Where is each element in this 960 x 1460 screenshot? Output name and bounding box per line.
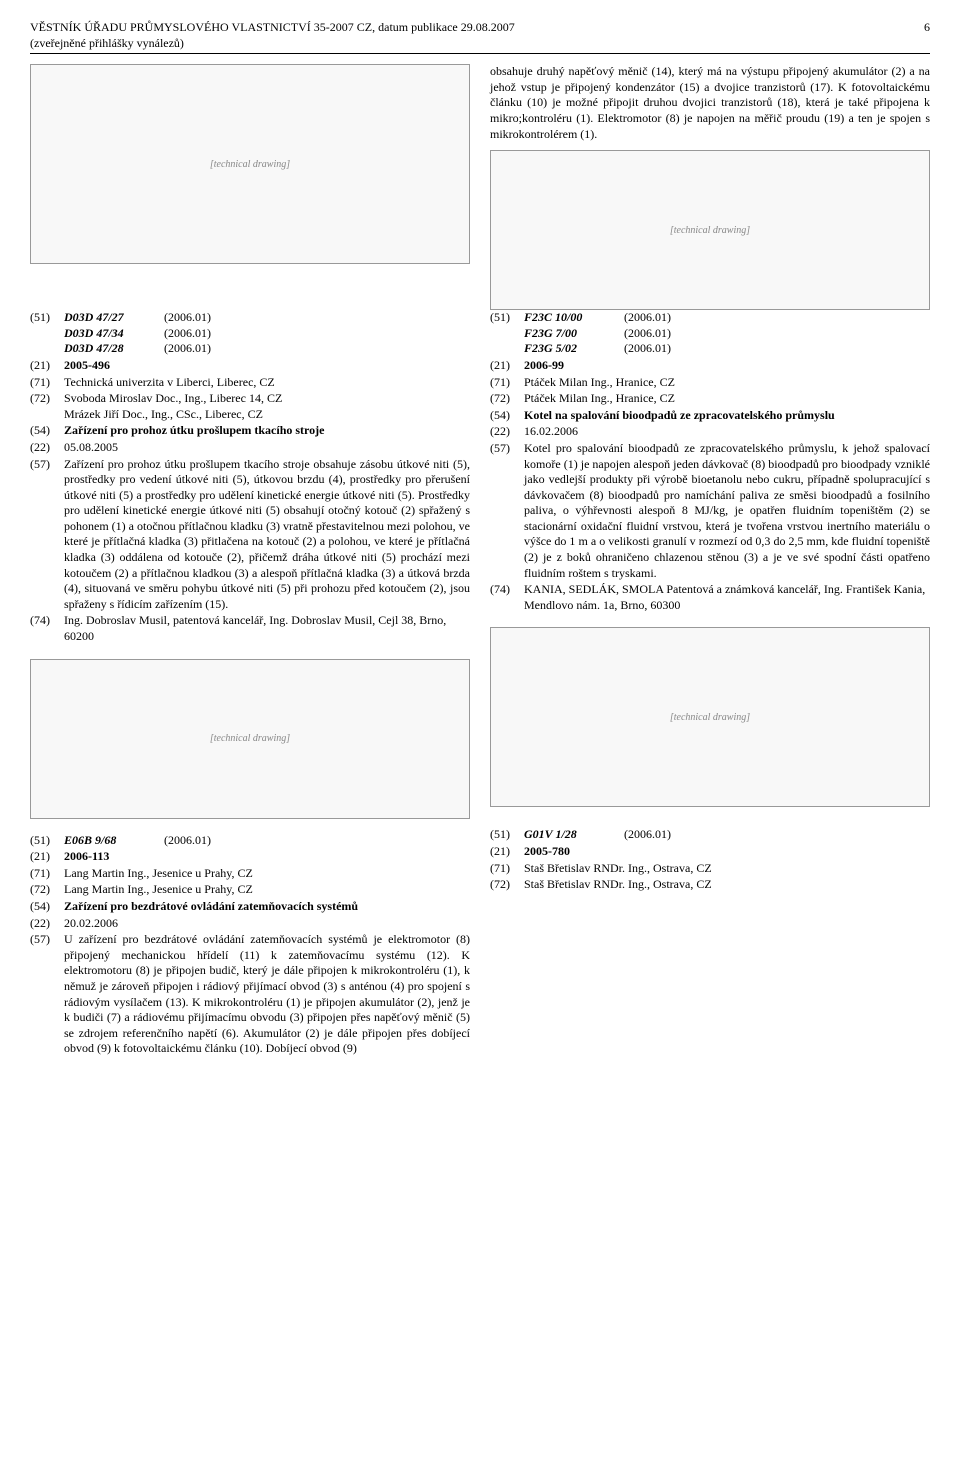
entry1-74: Ing. Dobroslav Musil, patentová kancelář…: [64, 613, 470, 644]
upper-columns: [technical drawing] obsahuje druhý napěť…: [30, 64, 930, 310]
entry2-74: KANIA, SEDLÁK, SMOLA Patentová a známkov…: [524, 582, 930, 613]
figure-engine-diagram: [technical drawing]: [30, 64, 470, 264]
right-col: (51) F23C 10/00(2006.01) F23G 7/00(2006.…: [490, 310, 930, 1071]
entry1-72: Svoboda Miroslav Doc., Ing., Liberec 14,…: [64, 391, 470, 422]
entry1-21: 2005-496: [64, 358, 470, 374]
entry2-71: Ptáček Milan Ing., Hranice, CZ: [524, 375, 930, 391]
patent-entry-2: (51) F23C 10/00(2006.01) F23G 7/00(2006.…: [490, 310, 930, 613]
upper-right-col: obsahuje druhý napěťový měnič (14), kter…: [490, 64, 930, 310]
continuing-abstract: obsahuje druhý napěťový měnič (14), kter…: [490, 64, 930, 142]
entry2-72: Ptáček Milan Ing., Hranice, CZ: [524, 391, 930, 407]
patent-entry-3: (51) E06B 9/68(2006.01) (21)2006-113 (71…: [30, 833, 470, 1057]
left-col: (51) D03D 47/27(2006.01) D03D 47/34(2006…: [30, 310, 470, 1071]
entry4-72: Staš Břetislav RNDr. Ing., Ostrava, CZ: [524, 877, 930, 893]
field-51-e3: (51) E06B 9/68(2006.01): [30, 833, 470, 849]
entry1-71: Technická univerzita v Liberci, Liberec,…: [64, 375, 470, 391]
entry3-21: 2006-113: [64, 849, 470, 865]
entry3-71: Lang Martin Ing., Jesenice u Prahy, CZ: [64, 866, 470, 882]
figure-block-schematic: [technical drawing]: [490, 150, 930, 310]
entry4-21: 2005-780: [524, 844, 930, 860]
field-51-e2: (51) F23C 10/00(2006.01) F23G 7/00(2006.…: [490, 310, 930, 357]
entry1-54: Zařízení pro prohoz útku prošlupem tkací…: [64, 423, 470, 439]
entry2-54: Kotel na spalování bioodpadů ze zpracova…: [524, 408, 930, 424]
entry3-54: Zařízení pro bezdrátové ovládání zatemňo…: [64, 899, 470, 915]
figure-boiler-diagram: [technical drawing]: [490, 627, 930, 807]
middle-columns: (51) D03D 47/27(2006.01) D03D 47/34(2006…: [30, 310, 930, 1071]
header-line1: VĚSTNÍK ÚŘADU PRŮMYSLOVÉHO VLASTNICTVÍ 3…: [30, 20, 515, 34]
header-line2: (zveřejněné přihlášky vynálezů): [30, 36, 184, 50]
figure-weaving-diagram: [technical drawing]: [30, 659, 470, 819]
code-51: (51): [30, 310, 64, 326]
field-51: (51) D03D 47/27(2006.01) D03D 47/34(2006…: [30, 310, 470, 357]
entry4-71: Staš Břetislav RNDr. Ing., Ostrava, CZ: [524, 861, 930, 877]
patent-entry-4: (51) G01V 1/28(2006.01) (21)2005-780 (71…: [490, 827, 930, 892]
page-header: VĚSTNÍK ÚŘADU PRŮMYSLOVÉHO VLASTNICTVÍ 3…: [30, 20, 930, 54]
entry2-57: Kotel pro spalování bioodpadů ze zpracov…: [524, 441, 930, 581]
upper-left-col: [technical drawing]: [30, 64, 470, 310]
entry2-22: 16.02.2006: [524, 424, 930, 440]
page-number: 6: [924, 20, 930, 51]
entry3-72: Lang Martin Ing., Jesenice u Prahy, CZ: [64, 882, 470, 898]
entry2-21: 2006-99: [524, 358, 930, 374]
patent-entry-1: (51) D03D 47/27(2006.01) D03D 47/34(2006…: [30, 310, 470, 644]
entry1-57: Zařízení pro prohoz útku prošlupem tkací…: [64, 457, 470, 613]
classes-1: D03D 47/27(2006.01) D03D 47/34(2006.01) …: [64, 310, 470, 357]
entry1-22: 05.08.2005: [64, 440, 470, 456]
header-left: VĚSTNÍK ÚŘADU PRŮMYSLOVÉHO VLASTNICTVÍ 3…: [30, 20, 515, 51]
entry3-22: 20.02.2006: [64, 916, 470, 932]
field-51-e4: (51) G01V 1/28(2006.01): [490, 827, 930, 843]
entry3-57: U zařízení pro bezdrátové ovládání zatem…: [64, 932, 470, 1057]
